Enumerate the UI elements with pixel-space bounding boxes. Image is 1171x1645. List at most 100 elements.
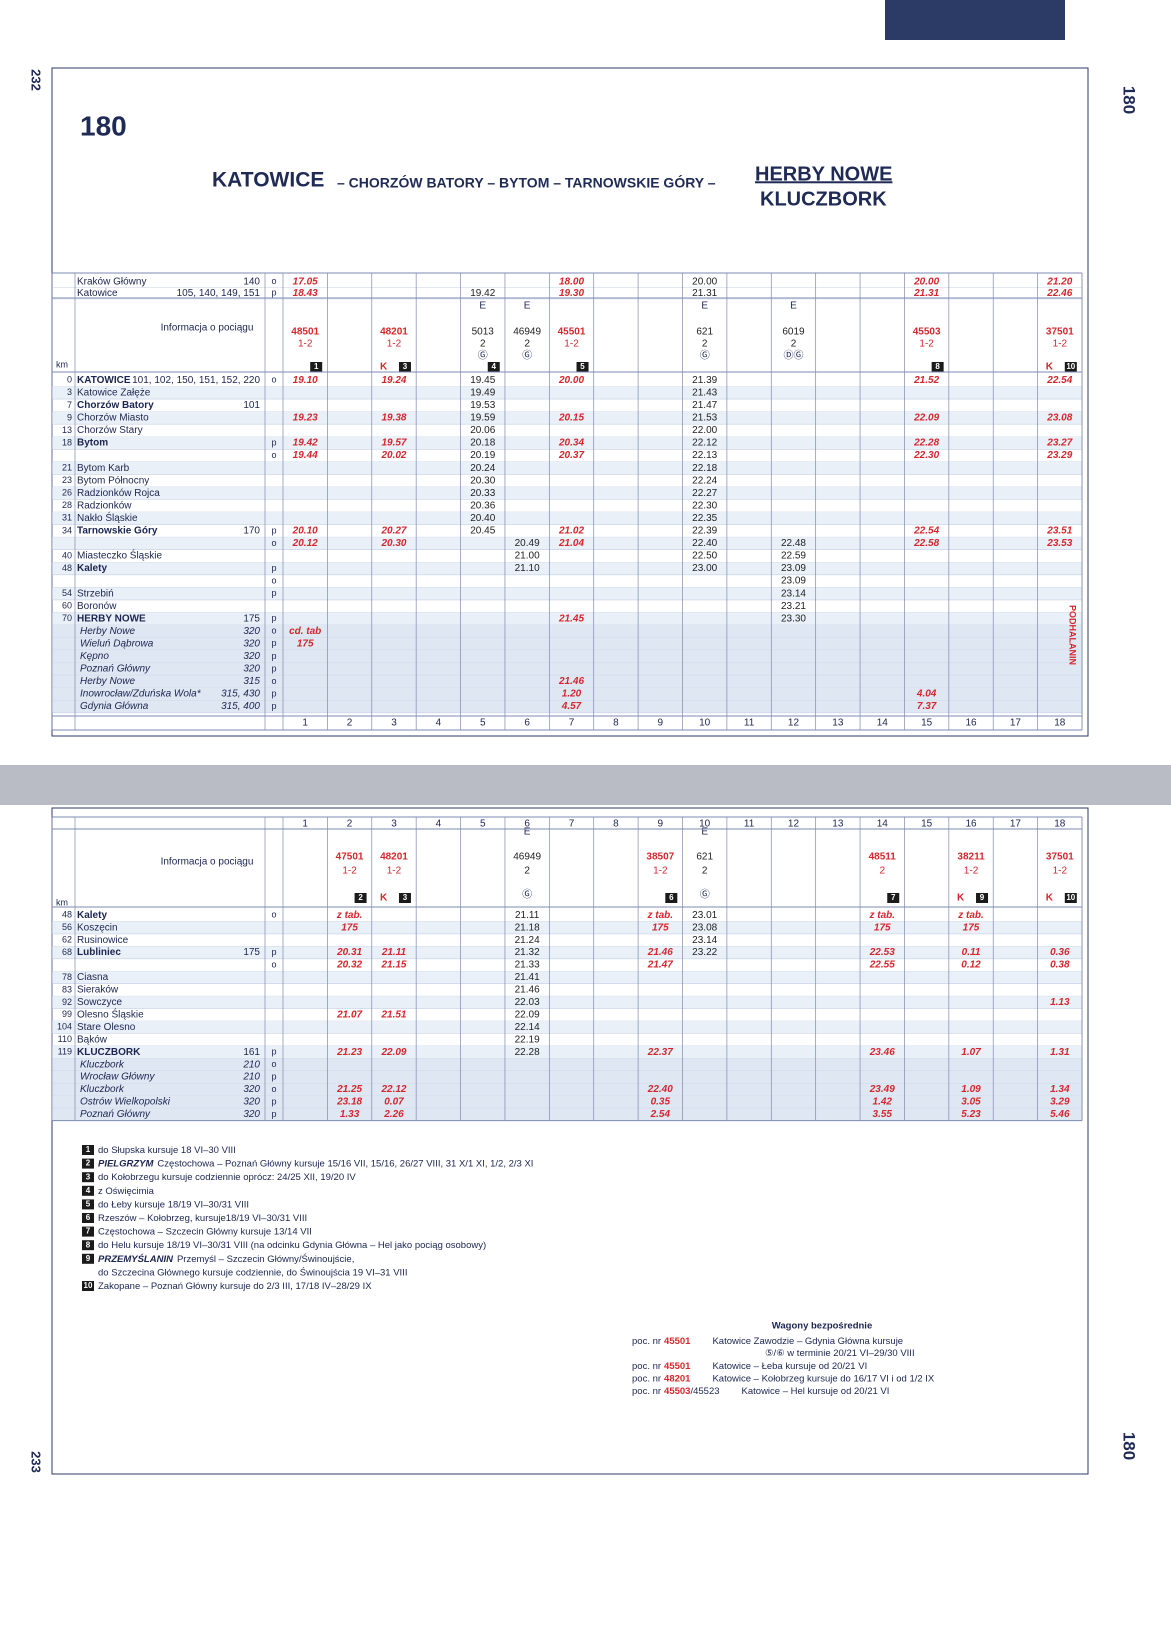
station: Herby Nowe [80, 676, 135, 687]
time: 22.40 [647, 1084, 673, 1095]
station: Lubliniec [77, 947, 121, 958]
time: 19.53 [470, 400, 495, 411]
row-shade [52, 562, 1082, 575]
title-end: KLUCZBORK [760, 188, 887, 210]
arr-dep: p [271, 688, 276, 698]
arr-dep: o [271, 575, 276, 585]
station-ref: 140 [243, 276, 260, 287]
note-box [887, 893, 900, 903]
arr-dep: p [271, 563, 276, 573]
row-shade [52, 461, 1082, 475]
time: 21.25 [336, 1084, 362, 1095]
note-box [487, 362, 500, 372]
time: 21.11 [381, 947, 407, 958]
km: 3 [67, 387, 72, 397]
train-category: E [524, 827, 531, 838]
time: 22.24 [692, 475, 717, 486]
column-number: 12 [788, 819, 800, 830]
arr-dep: o [271, 910, 276, 920]
time: 21.31 [913, 288, 939, 299]
train-mark: K [1046, 362, 1054, 373]
station-ref: 315, 430 [221, 689, 260, 700]
time: 20.02 [380, 450, 406, 461]
row-shade [52, 921, 1082, 934]
time: 20.49 [515, 538, 540, 549]
title-start: KATOWICE [212, 169, 324, 192]
arr-dep: p [271, 613, 276, 623]
column-number: 4 [436, 819, 442, 830]
station: Sieraków [77, 985, 119, 996]
time: 2.54 [650, 1109, 671, 1120]
station: Miasteczko Śląskie [77, 549, 162, 562]
time: 1.20 [562, 689, 582, 700]
time: 1.31 [1050, 1047, 1070, 1058]
station-ref: 101 [243, 400, 260, 411]
time: 21.46 [515, 985, 540, 996]
train-days: Ⓖ [700, 350, 710, 362]
arr-dep: o [271, 959, 276, 969]
title-middle: – CHORZÓW BATORY – BYTOM – TARNOWSKIE GÓ… [337, 174, 716, 191]
time: 19.59 [470, 413, 495, 424]
train-class: 2 [524, 866, 530, 877]
column-number: 14 [877, 718, 889, 729]
info-label: Informacja o pociągu [161, 857, 254, 868]
train-class: 2 [791, 339, 797, 350]
station: Rusinowice [77, 935, 129, 946]
wagon-prefix: poc. nr [632, 1386, 661, 1397]
wagon-text: Katowice – Łeba kursuje od 20/21 VI [712, 1361, 867, 1372]
row-shade [52, 675, 1082, 688]
train-days: Ⓖ [522, 889, 532, 901]
station-ref: 175 [243, 947, 260, 958]
time: 1.13 [1050, 997, 1070, 1008]
km: 99 [62, 1009, 72, 1019]
time: 23.30 [781, 613, 806, 624]
time: 20.34 [558, 438, 584, 449]
station-ref: 210 [242, 1059, 260, 1070]
footnote-text: Przemyśl – Szczecin Główny/Świnoujście, [177, 1252, 354, 1264]
time: 21.41 [515, 972, 540, 983]
time: 20.37 [558, 450, 584, 461]
arr-dep: p [271, 1109, 276, 1119]
column-number: 15 [921, 819, 933, 830]
note-key: 3 [403, 893, 408, 902]
time: 23.21 [781, 601, 806, 612]
station: Herby Nowe [80, 626, 135, 637]
train-number: 47501 [336, 852, 364, 863]
arr-dep: o [271, 375, 276, 385]
time: 22.00 [692, 425, 717, 436]
note-box [976, 893, 989, 903]
row-shade [52, 700, 1082, 713]
station-ref: 175 [243, 613, 260, 624]
footnote-text: Częstochowa – Szczecin Główny kursuje 13… [98, 1226, 312, 1237]
train-category: E [790, 301, 797, 312]
note-box [665, 893, 678, 903]
column-number: 2 [347, 718, 353, 729]
wagon-train: 45501 [664, 1361, 691, 1372]
station: Bytom Karb [77, 463, 130, 474]
time: 22.39 [692, 526, 717, 537]
time: 20.36 [470, 500, 495, 511]
train-number: 621 [696, 852, 713, 863]
station: Koszęcin [77, 922, 118, 933]
note-box [82, 1253, 94, 1264]
km: 54 [62, 588, 72, 598]
train-mark: K [957, 893, 965, 904]
km: 119 [58, 1047, 72, 1057]
time: 23.22 [692, 947, 717, 958]
station-ref: 320 [243, 1084, 260, 1095]
column-number: 2 [347, 819, 353, 830]
time: 0.35 [651, 1097, 671, 1108]
time: cd. tab [289, 626, 321, 637]
train-class: 1-2 [342, 866, 357, 877]
time: 21.39 [692, 375, 717, 386]
row-shade [52, 1070, 1082, 1084]
time: 22.27 [692, 488, 717, 499]
note-key: 10 [84, 1281, 93, 1290]
time: 20.31 [336, 947, 362, 958]
column-number: 10 [699, 819, 711, 830]
arr-dep: o [271, 276, 276, 286]
time: 1.34 [1050, 1084, 1070, 1095]
station-ref: 315 [243, 676, 260, 687]
arr-dep: p [271, 638, 276, 648]
station: Kalety [77, 563, 107, 574]
